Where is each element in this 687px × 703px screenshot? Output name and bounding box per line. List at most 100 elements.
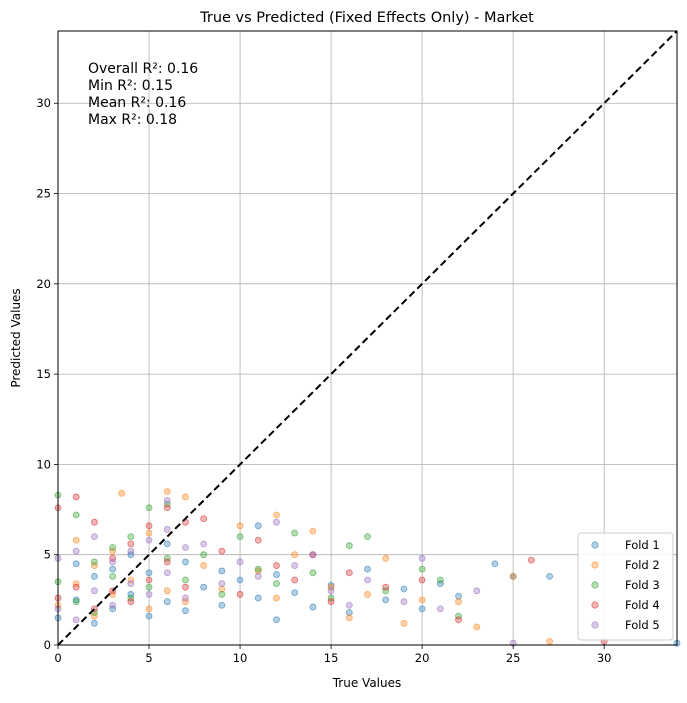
data-point <box>127 598 135 606</box>
data-point <box>182 493 189 501</box>
data-point <box>400 598 408 606</box>
data-point <box>345 601 353 609</box>
data-point <box>418 576 426 584</box>
data-point <box>254 536 262 544</box>
x-tick-label: 25 <box>506 651 521 665</box>
data-point <box>127 533 135 541</box>
data-point <box>436 580 444 587</box>
data-point <box>72 583 80 591</box>
data-point <box>364 533 371 541</box>
data-point <box>382 596 390 604</box>
data-point <box>109 544 117 551</box>
data-point <box>182 558 189 566</box>
data-point <box>473 623 481 631</box>
data-point <box>163 526 171 533</box>
y-axis-label: Predicted Values <box>9 288 23 387</box>
data-point <box>109 565 117 573</box>
data-point <box>200 551 208 559</box>
data-point <box>109 554 117 562</box>
data-point <box>291 529 299 537</box>
data-point <box>291 576 299 584</box>
data-point <box>236 576 244 584</box>
data-point <box>254 572 262 580</box>
data-point <box>72 580 80 587</box>
data-point <box>145 583 153 591</box>
data-point <box>91 612 98 620</box>
plot-frame <box>57 30 678 646</box>
data-point <box>254 567 262 575</box>
chart-title: True vs Predicted (Fixed Effects Only) -… <box>199 10 534 26</box>
data-point <box>72 560 80 568</box>
data-point <box>127 540 135 548</box>
data-point <box>236 591 244 598</box>
legend-label: Fold 4 <box>625 598 660 612</box>
legend-marker <box>591 621 599 629</box>
legend-label: Fold 5 <box>625 618 660 632</box>
data-point <box>145 504 153 512</box>
data-point <box>182 598 189 606</box>
data-point <box>455 616 462 624</box>
data-point <box>182 594 189 602</box>
data-point <box>127 547 135 555</box>
annotation-line: Mean R²: 0.16 <box>88 95 186 111</box>
x-tick-label: 15 <box>324 651 339 665</box>
data-point <box>127 591 135 598</box>
data-point <box>127 551 135 559</box>
data-point <box>218 591 226 598</box>
data-point <box>546 572 553 580</box>
data-point <box>163 504 171 512</box>
data-point <box>291 589 299 597</box>
data-point <box>327 583 335 591</box>
axis-ticks: 0 5 10 15 20 25 30 0 5 10 15 20 25 30 <box>36 96 611 665</box>
legend-marker <box>591 561 599 569</box>
data-point <box>309 527 317 535</box>
legend-marker <box>591 581 599 589</box>
data-point <box>72 493 80 501</box>
data-point <box>163 569 171 577</box>
data-point <box>72 596 80 604</box>
data-point <box>91 587 98 595</box>
data-point <box>163 558 171 566</box>
data-points <box>54 488 681 647</box>
data-point <box>218 585 226 593</box>
data-point <box>382 587 390 595</box>
data-point <box>345 609 353 616</box>
data-point <box>163 540 171 548</box>
data-point <box>254 594 262 602</box>
data-point <box>72 616 80 624</box>
data-point <box>72 536 80 544</box>
data-point <box>145 591 153 598</box>
data-point <box>491 560 499 568</box>
x-tick-label: 30 <box>597 651 612 665</box>
data-point <box>200 583 208 591</box>
y-tick-label: 15 <box>36 367 51 381</box>
data-point <box>127 580 135 587</box>
data-point <box>473 587 481 595</box>
data-point <box>527 556 535 564</box>
x-tick-label: 0 <box>54 651 61 665</box>
data-point <box>145 576 153 584</box>
data-point <box>455 598 462 606</box>
data-point <box>546 637 553 645</box>
y-tick-label: 10 <box>36 457 51 471</box>
data-point <box>364 591 371 598</box>
data-point <box>291 562 299 569</box>
data-point <box>291 551 299 559</box>
data-point <box>218 601 226 609</box>
data-point <box>236 558 244 566</box>
legend-marker <box>591 601 599 609</box>
data-point <box>72 511 80 519</box>
data-point <box>91 518 98 526</box>
data-point <box>400 585 408 593</box>
annotation-line: Overall R²: 0.16 <box>88 61 198 77</box>
data-point <box>273 616 280 624</box>
data-point <box>72 598 80 606</box>
data-point <box>273 580 280 587</box>
data-point <box>72 547 80 555</box>
data-point <box>509 572 517 580</box>
data-point <box>436 576 444 584</box>
data-point <box>145 536 153 544</box>
data-point <box>400 619 408 627</box>
